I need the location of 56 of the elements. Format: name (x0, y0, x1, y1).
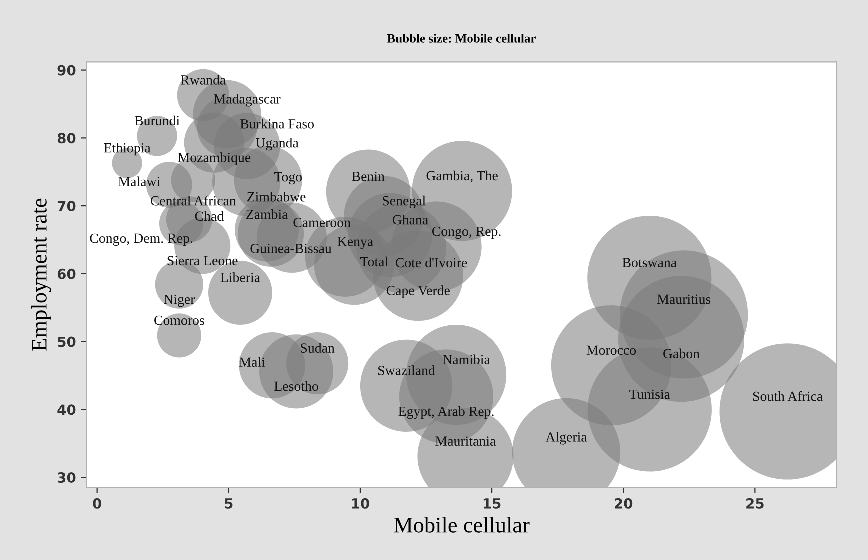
x-tick-label: 5 (225, 498, 233, 509)
annotation: Comoros (154, 316, 204, 326)
annotation: Kenya (338, 237, 374, 250)
annotation: Lesotho (274, 381, 318, 392)
annotation: Zambia (246, 210, 288, 220)
annotation: Cote d'Ivoire (396, 258, 468, 268)
annotation: Benin (352, 172, 385, 182)
annotation: Cameroon (294, 218, 351, 228)
x-tick-label: 15 (484, 498, 501, 509)
annotation: Guinea-Bissau (250, 244, 332, 254)
x-tick-label: 10 (352, 498, 370, 509)
annotation: Namibia (443, 354, 490, 365)
annotation: Morocco (586, 346, 636, 356)
x-axis-title: Mobile cellular (394, 517, 530, 533)
annotation: Congo, Dem. Rep. (90, 234, 192, 246)
x-tick-label: 20 (615, 498, 633, 509)
annotation: Congo, Rep. (432, 226, 501, 240)
chart-title: Bubble size: Mobile cellular (388, 34, 536, 43)
annotation: Mauritania (436, 436, 496, 446)
annotation: Togo (274, 172, 302, 185)
annotation: Malawi (118, 176, 160, 186)
annotation: Total (360, 256, 388, 267)
annotation: Ghana (392, 214, 428, 225)
annotation: Gabon (664, 348, 700, 359)
annotation: Mali (240, 357, 266, 368)
annotation: Algeria (546, 432, 588, 445)
annotation: Tunisia (630, 390, 670, 400)
y-tick-label: 60 (58, 268, 76, 280)
annotation: South Africa (753, 391, 823, 402)
y-tick-label: 80 (58, 133, 76, 144)
y-tick-label: 70 (58, 201, 76, 212)
annotation: Chad (195, 211, 224, 222)
annotation: Botswana (622, 258, 677, 268)
annotation: Burkina Faso (240, 119, 314, 129)
y-tick-label: 90 (58, 65, 76, 76)
y-tick-label: 30 (58, 472, 76, 484)
annotation: Cape Verde (386, 286, 450, 298)
x-tick-label: 25 (746, 498, 764, 509)
annotation: Sierra Leone (168, 256, 238, 266)
annotation: Liberia (220, 272, 260, 282)
y-tick-label: 50 (58, 336, 76, 348)
annotation: Mauritius (658, 294, 711, 304)
annotation: Senegal (383, 196, 426, 209)
annotation: Sudan (301, 343, 335, 354)
x-tick-label: 0 (93, 498, 102, 509)
y-tick-label: 40 (58, 404, 76, 416)
annotation: Uganda (256, 138, 299, 151)
annotation: Ethiopia (104, 143, 151, 156)
annotation: Burundi (134, 116, 180, 126)
annotation: Rwanda (181, 75, 226, 85)
annotation: Central African (150, 196, 236, 206)
y-axis-title: Employment rate (31, 198, 52, 352)
annotation: Gambia, The (426, 170, 498, 183)
annotation: Niger (164, 294, 196, 308)
annotation: Swaziland (378, 366, 436, 376)
annotation: Madagascar (214, 94, 281, 107)
